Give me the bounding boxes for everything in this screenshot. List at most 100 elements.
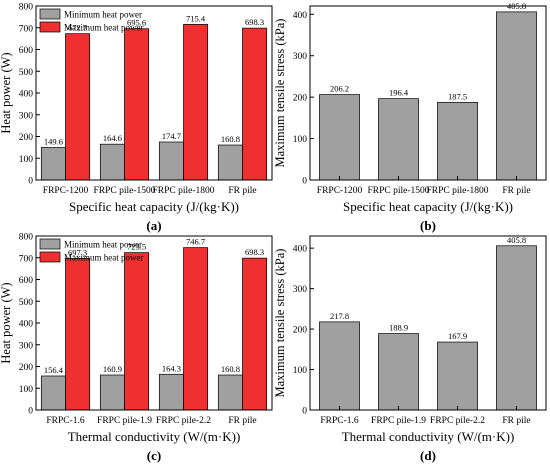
y-axis-title: Maximum tensile stress (kPa) <box>273 249 287 398</box>
legend: Minimum heat power Maximum heat power <box>39 8 143 33</box>
data-label-s2-1: 697.3 <box>68 247 87 257</box>
x-axis-title: Thermal conductivity (W/(m·K)) <box>68 429 241 444</box>
x-tick-label-1: FRPC pile-1500 <box>93 186 155 196</box>
bar-s1-3 <box>158 141 184 181</box>
bar-s1-4 <box>217 374 243 411</box>
y-axis-title: Maximum tensile stress (kPa) <box>273 19 287 168</box>
bar-s2-4 <box>242 257 268 411</box>
data-label-s1-2: 188.9 <box>389 323 408 333</box>
bar-s2-3 <box>183 24 209 181</box>
panel-label: (d) <box>420 448 436 463</box>
data-label-s1-3: 164.3 <box>162 363 181 373</box>
y-tick-label-0: 0 <box>302 407 307 417</box>
chart-b: 206.2 196.4 187.5405.80100200300400FRPC-12… <box>273 1 547 233</box>
y-tick-label-7: 700 <box>19 24 34 34</box>
data-label-s1-3: 187.5 <box>448 91 467 101</box>
y-tick-label-1: 100 <box>19 155 34 165</box>
x-axis-title: Thermal conductivity (W/(m·K)) <box>342 429 515 444</box>
x-tick-label-2: FRPC pile-2.2 <box>156 416 211 426</box>
bar-s1-4 <box>496 11 537 181</box>
x-tick-label-3: FR pile <box>228 416 256 426</box>
bar-s2-2 <box>124 28 150 181</box>
bar-s1-3 <box>437 101 478 181</box>
bar-s1-1 <box>40 147 66 181</box>
bar-s1-2 <box>99 143 125 181</box>
bar-s1-1 <box>319 94 360 181</box>
data-label-s2-2: 723.5 <box>127 242 146 252</box>
panel-label: (b) <box>420 218 436 233</box>
y-tick-label-4: 400 <box>19 90 34 100</box>
panel-label: (c) <box>147 448 161 463</box>
x-tick-label-2: FRPC pile-2.2 <box>430 416 485 426</box>
legend-label-1: Minimum heat power <box>64 240 142 250</box>
data-label-s2-3: 746.7 <box>186 237 205 247</box>
data-label-s1-2: 196.4 <box>389 88 409 98</box>
plot-frame <box>309 235 547 411</box>
x-tick-label-1: FRPC pile-1500 <box>367 186 429 196</box>
y-tick-label-1: 100 <box>293 135 308 145</box>
panel-label: (a) <box>146 218 161 233</box>
bar-s2-1 <box>65 257 91 411</box>
bar-s1-3 <box>158 373 184 411</box>
x-tick-label-1: FRPC pile-1.9 <box>97 416 152 426</box>
y-axis-title: Heat power (W) <box>0 282 13 363</box>
y-tick-label-0: 0 <box>28 407 33 417</box>
data-label-s2-1: 672.7 <box>68 23 87 33</box>
bar-s2-4 <box>242 27 268 181</box>
data-label-s2-2: 695.6 <box>127 18 146 28</box>
data-label-s1-2: 164.6 <box>103 133 122 143</box>
bar-s1-4 <box>496 245 537 411</box>
x-tick-label-0: FRPC-1200 <box>43 186 89 196</box>
y-tick-label-5: 500 <box>19 68 34 78</box>
legend-swatch-1 <box>39 238 61 250</box>
chart-c: 156.4 160.9 164.3 160.8 697.3 723.5 746.7 698.3… <box>0 233 273 463</box>
bar-s2-1 <box>65 33 91 181</box>
y-tick-label-3: 300 <box>293 52 308 62</box>
data-label-s2-3: 715.4 <box>186 13 206 23</box>
bar-s1-2 <box>99 374 125 411</box>
y-tick-label-6: 600 <box>19 276 34 286</box>
chart-d: 217.8 188.9 167.9 405.8 0 100 200 300 400 FRPC-1.… <box>273 235 547 463</box>
x-tick-label-0: FRPC-1.6 <box>46 416 85 426</box>
data-label-s1-1: 217.8 <box>330 311 349 321</box>
y-tick-label-7: 700 <box>19 254 34 264</box>
bar-s1-2 <box>378 98 419 181</box>
x-tick-label-2: FRPC pile-1800 <box>152 186 214 196</box>
y-tick-label-4: 400 <box>293 11 308 21</box>
legend-swatch-2 <box>39 21 61 33</box>
x-tick-label-2: FRPC pile-1800 <box>426 186 488 196</box>
data-label-s1-4: 160.8 <box>221 134 240 144</box>
y-tick-label-3: 300 <box>19 111 34 121</box>
x-tick-label-3: FR pile <box>228 186 256 196</box>
y-axis-title: Heat power (W) <box>0 52 13 133</box>
data-label-s1-3: 174.7 <box>162 131 181 141</box>
y-tick-label-2: 200 <box>19 363 34 373</box>
x-tick-label-3: FR pile <box>502 186 530 196</box>
y-tick-label-8: 800 <box>19 233 34 243</box>
y-tick-label-3: 300 <box>293 285 308 295</box>
x-tick-label-1: FRPC pile-1.9 <box>371 416 426 426</box>
y-tick-label-1: 100 <box>19 385 34 395</box>
data-label-s1-1: 156.4 <box>44 365 64 375</box>
y-tick-label-0: 0 <box>302 177 307 187</box>
plot-frame <box>309 5 547 181</box>
legend-label-2: Maximum heat power <box>64 23 143 33</box>
data-label-s1-1: 206.2 <box>330 84 349 94</box>
x-axis-title: Specific heat capacity (J/(kg·K)) <box>69 199 239 214</box>
bar-s1-1 <box>40 375 66 411</box>
bar-s1-4 <box>217 144 243 181</box>
y-tick-label-2: 200 <box>293 94 308 104</box>
data-label-s1-1: 149.6 <box>44 136 63 146</box>
data-label-s2-4: 698.3 <box>245 247 264 257</box>
legend-label-2: Maximum heat power <box>64 253 143 263</box>
y-tick-label-4: 400 <box>19 320 34 330</box>
data-label-s2-4: 698.3 <box>245 17 264 27</box>
y-tick-label-8: 800 <box>19 3 34 13</box>
y-tick-label-3: 300 <box>19 341 34 351</box>
y-tick-label-2: 200 <box>293 326 308 336</box>
bar-s2-2 <box>124 252 150 411</box>
data-label-s1-4: 160.8 <box>221 364 240 374</box>
data-label-s1-2: 160.9 <box>103 364 122 374</box>
legend-label-1: Minimum heat power <box>64 10 142 20</box>
y-tick-label-0: 0 <box>28 177 33 187</box>
